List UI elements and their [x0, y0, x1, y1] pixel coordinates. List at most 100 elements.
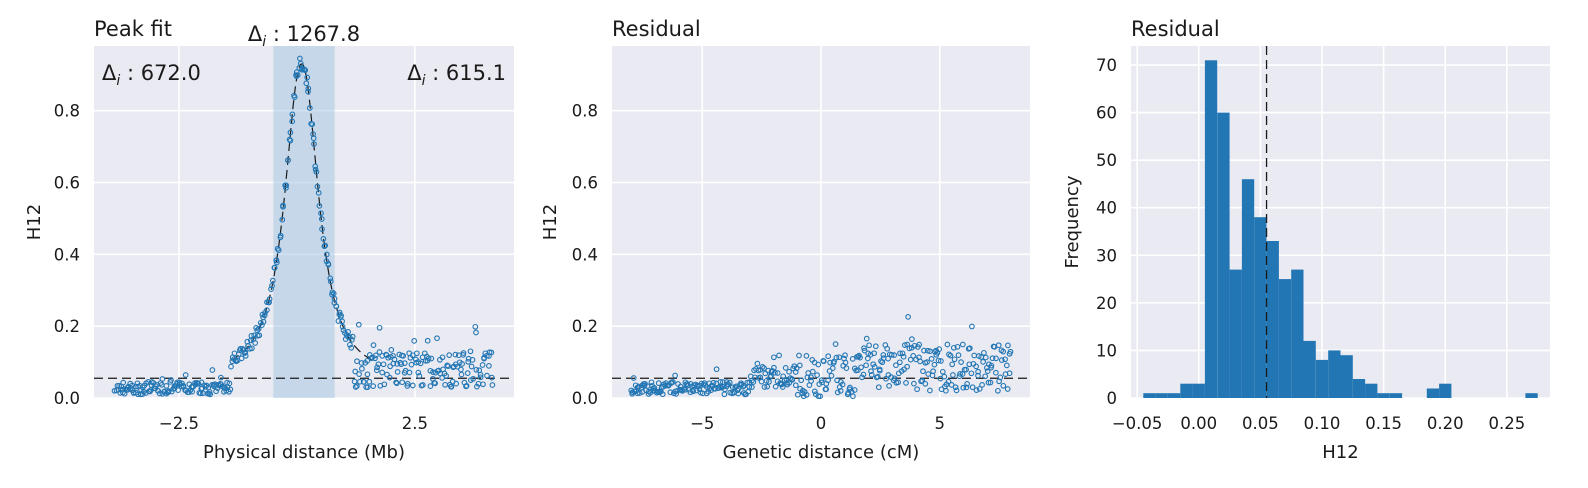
- data-point: [352, 368, 359, 375]
- data-point: [189, 388, 195, 395]
- data-point: [305, 85, 312, 92]
- data-point: [975, 372, 981, 379]
- data-point: [764, 383, 771, 390]
- data-point: [943, 387, 949, 394]
- data-point: [988, 362, 995, 369]
- data-point: [948, 382, 955, 388]
- x-tick-label: 5: [935, 414, 946, 433]
- data-point: [832, 341, 839, 347]
- data-point: [874, 373, 881, 380]
- delta-annotation: Δi : 672.0: [102, 61, 201, 89]
- data-point: [786, 380, 793, 386]
- data-point: [868, 371, 875, 378]
- data-point: [648, 379, 655, 386]
- data-point: [394, 369, 401, 375]
- delta-value: : 1267.8: [266, 22, 360, 46]
- delta-value: : 672.0: [120, 61, 201, 85]
- data-point: [754, 360, 761, 367]
- data-point: [314, 183, 321, 190]
- data-point: [958, 359, 964, 365]
- data-point: [460, 350, 467, 356]
- data-point: [349, 333, 356, 340]
- data-point: [771, 364, 777, 371]
- data-point: [793, 365, 800, 372]
- data-point: [419, 382, 426, 388]
- data-point: [289, 111, 296, 118]
- data-point: [213, 388, 219, 395]
- data-point: [842, 352, 848, 359]
- data-point: [750, 379, 757, 385]
- data-point: [470, 375, 477, 382]
- data-point: [279, 216, 286, 223]
- data-point: [845, 389, 852, 396]
- data-point: [289, 118, 296, 125]
- y-tick-label: 0.8: [572, 102, 598, 121]
- data-point: [432, 380, 438, 387]
- data-point: [273, 259, 280, 266]
- data-point: [872, 343, 879, 350]
- data-point: [273, 257, 280, 264]
- data-point: [285, 157, 291, 164]
- data-point: [740, 383, 746, 390]
- data-point: [891, 352, 898, 358]
- data-point: [969, 323, 975, 330]
- data-point: [370, 342, 377, 348]
- data-point: [168, 377, 174, 383]
- data-point: [951, 356, 958, 363]
- histogram-bar: [1389, 393, 1403, 398]
- data-point: [376, 324, 383, 331]
- chart-title: Residual: [1131, 17, 1220, 41]
- data-point: [318, 210, 324, 217]
- data-point: [816, 381, 823, 387]
- data-point: [762, 370, 769, 377]
- data-point: [957, 371, 963, 377]
- x-tick-label: −2.5: [159, 414, 199, 433]
- data-point: [1000, 348, 1007, 355]
- data-point: [924, 359, 930, 365]
- data-point: [325, 261, 332, 268]
- data-point: [356, 371, 362, 377]
- data-point: [935, 357, 942, 364]
- data-point: [884, 345, 891, 352]
- data-point: [993, 369, 999, 376]
- data-point: [207, 391, 214, 398]
- data-point: [809, 368, 816, 375]
- data-point: [477, 374, 484, 381]
- data-point: [818, 377, 825, 383]
- data-point: [399, 379, 406, 386]
- data-point: [252, 340, 259, 346]
- residual-histogram-panel: 0 10 20 30 40 50 60 70 −0.05 0.00 0.05 0.10 0.15 0.20…: [1062, 17, 1550, 463]
- data-point: [468, 363, 475, 370]
- histogram-bar: [1365, 383, 1378, 398]
- data-point: [826, 368, 833, 374]
- data-point: [477, 371, 484, 378]
- data-point: [861, 345, 867, 351]
- data-point: [209, 367, 216, 373]
- data-point: [968, 370, 975, 377]
- data-point: [120, 379, 127, 386]
- data-point: [380, 361, 387, 368]
- data-point: [310, 135, 317, 142]
- data-point: [352, 384, 359, 390]
- x-axis-label: Physical distance (Mb): [203, 442, 405, 463]
- x-tick-label: 0.15: [1365, 414, 1402, 433]
- data-point: [866, 342, 872, 349]
- x-tick-label: 0.00: [1180, 414, 1217, 433]
- data-point: [266, 296, 273, 302]
- data-point: [774, 370, 781, 376]
- data-point: [851, 387, 858, 393]
- data-point: [858, 364, 864, 371]
- data-point: [463, 382, 470, 389]
- histogram-bar: [1229, 269, 1242, 398]
- data-point: [868, 368, 874, 375]
- data-point: [249, 345, 255, 352]
- data-point: [206, 389, 213, 395]
- data-point: [293, 73, 300, 79]
- data-point: [445, 363, 451, 370]
- data-point: [651, 385, 658, 391]
- data-point: [989, 355, 996, 362]
- data-point: [413, 350, 420, 357]
- data-point: [749, 377, 755, 384]
- data-point: [335, 318, 342, 324]
- data-point: [959, 341, 966, 348]
